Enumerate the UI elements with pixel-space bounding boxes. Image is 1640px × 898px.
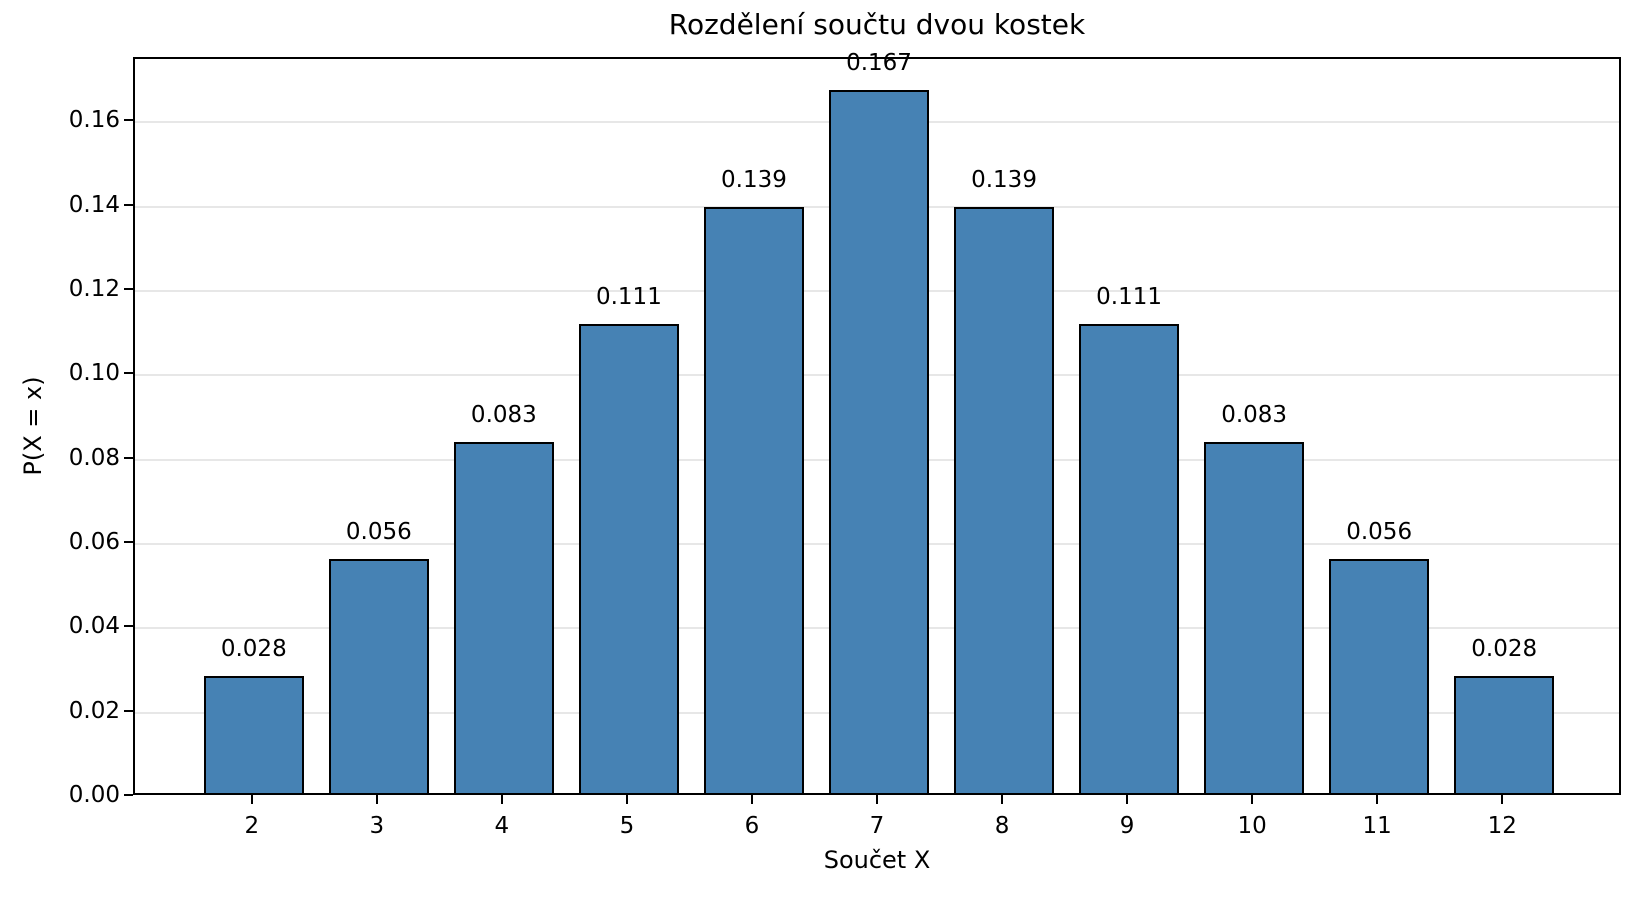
bar (203, 675, 304, 793)
y-tick-mark (124, 794, 133, 796)
bar-value-label: 0.111 (1096, 284, 1163, 311)
chart-title: Rozdělení součtu dvou kostek (668, 8, 1086, 41)
x-tick-label: 8 (994, 813, 1010, 839)
y-tick-label: 0.04 (68, 613, 120, 640)
y-tick-mark (124, 372, 133, 375)
x-tick-mark (1126, 795, 1129, 804)
x-tick-mark (1501, 795, 1504, 804)
x-tick-mark (1001, 795, 1004, 804)
y-tick-label: 0.08 (68, 444, 120, 471)
bar-value-label: 0.056 (345, 518, 412, 545)
bar-value-label: 0.111 (595, 284, 662, 311)
bar (1329, 558, 1430, 793)
y-tick-label: 0.16 (68, 107, 120, 134)
bar (1204, 441, 1305, 793)
bar (578, 324, 679, 793)
bar-value-label: 0.139 (971, 167, 1037, 194)
x-tick-label: 4 (494, 813, 510, 839)
y-tick-label: 0.00 (68, 782, 120, 808)
x-tick-label: 10 (1237, 813, 1267, 839)
x-tick-label: 3 (369, 813, 385, 839)
bar-value-label: 0.083 (1221, 401, 1288, 428)
y-tick-mark (124, 709, 133, 712)
x-tick-mark (625, 795, 628, 804)
bar (828, 90, 929, 793)
bar (453, 441, 554, 793)
y-tick-mark (124, 540, 133, 543)
x-tick-label: 7 (869, 813, 885, 839)
plot-area: 0.028 0.056 0.083 0.111 0.139 0.167 0.139 0.111… (133, 52, 1621, 795)
y-tick-label: 0.02 (68, 697, 120, 724)
bar-value-label: 0.083 (470, 401, 537, 428)
bar-value-label: 0.028 (1471, 635, 1538, 662)
x-tick-label: 9 (1119, 813, 1135, 839)
y-tick-mark (124, 625, 133, 628)
bar (328, 558, 429, 793)
x-tick-label: 6 (744, 813, 760, 839)
y-tick-label: 0.10 (68, 360, 120, 387)
x-axis-label: Součet X (823, 846, 931, 874)
x-tick-mark (750, 795, 753, 804)
x-tick-label: 5 (619, 813, 635, 839)
bar-value-label: 0.139 (721, 167, 787, 194)
bar-value-label: 0.056 (1346, 518, 1413, 545)
bar (1454, 675, 1555, 793)
x-tick-mark (1376, 795, 1379, 804)
x-tick-mark (500, 795, 503, 804)
x-tick-label: 2 (244, 813, 260, 839)
y-tick-label: 0.12 (68, 275, 120, 302)
x-tick-label: 11 (1362, 813, 1392, 839)
y-tick-label: 0.06 (68, 528, 120, 555)
x-tick-mark (250, 795, 253, 804)
bar (703, 207, 804, 793)
x-tick-mark (1251, 795, 1254, 804)
bar-value-label: 0.028 (220, 635, 287, 662)
x-tick-mark (876, 795, 878, 804)
bar-value-label: 0.167 (846, 50, 912, 77)
x-tick-label: 12 (1487, 813, 1517, 839)
y-tick-mark (124, 203, 133, 206)
bar (954, 207, 1055, 793)
y-tick-mark (124, 119, 133, 122)
y-tick-mark (124, 287, 133, 290)
x-tick-mark (375, 795, 378, 804)
y-tick-label: 0.14 (68, 191, 120, 218)
y-tick-mark (124, 456, 133, 459)
bar (1079, 324, 1180, 793)
